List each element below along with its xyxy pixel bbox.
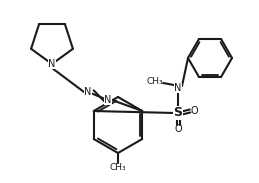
Text: N: N <box>48 59 56 69</box>
Text: N: N <box>174 83 182 93</box>
Text: S: S <box>174 107 183 119</box>
Text: N: N <box>84 87 92 97</box>
Text: CH₃: CH₃ <box>110 163 126 171</box>
Text: N: N <box>104 95 112 105</box>
Text: CH₃: CH₃ <box>147 76 163 85</box>
Text: O: O <box>190 106 198 116</box>
Text: O: O <box>174 124 182 134</box>
